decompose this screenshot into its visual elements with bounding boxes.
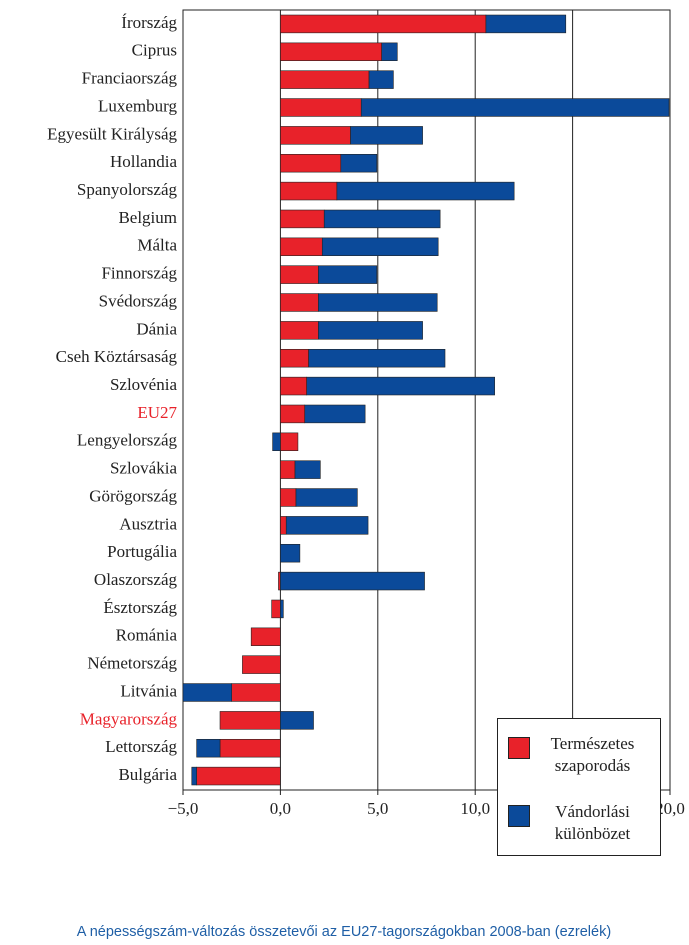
bar bbox=[280, 460, 296, 479]
bar bbox=[350, 126, 423, 145]
bar bbox=[280, 376, 307, 396]
bar bbox=[250, 627, 281, 646]
bar bbox=[280, 599, 284, 619]
y-tick-label: EU27 bbox=[137, 403, 177, 422]
bar bbox=[280, 404, 306, 424]
y-tick-label: Portugália bbox=[107, 542, 177, 561]
bar bbox=[219, 738, 281, 758]
y-tick-label: Németország bbox=[87, 654, 177, 673]
bar bbox=[336, 181, 515, 201]
bar bbox=[280, 154, 342, 173]
bar bbox=[196, 766, 281, 786]
y-tick-label: Bulgária bbox=[118, 765, 177, 784]
legend-swatch bbox=[508, 737, 530, 759]
y-tick-label: Magyarország bbox=[80, 709, 178, 728]
bar bbox=[308, 348, 446, 368]
bar bbox=[272, 432, 281, 452]
y-tick-label: Ciprus bbox=[132, 41, 177, 60]
legend-label: Vándorlási különbözet bbox=[554, 802, 631, 843]
y-tick-label: Írország bbox=[121, 13, 177, 32]
bar bbox=[280, 321, 319, 340]
y-tick-label: Egyesült Királyság bbox=[47, 124, 177, 143]
y-tick-label: Hollandia bbox=[110, 152, 177, 171]
bar bbox=[321, 237, 439, 257]
y-tick-label: Észtország bbox=[103, 598, 177, 617]
x-tick-label: 10,0 bbox=[460, 799, 490, 818]
x-tick-label: 0,0 bbox=[270, 799, 291, 818]
bar bbox=[280, 209, 325, 229]
y-tick-label: Románia bbox=[116, 626, 178, 645]
chart-title: A népességszám-változás összetevői az EU… bbox=[77, 924, 611, 940]
bar bbox=[280, 293, 319, 312]
bar bbox=[280, 98, 362, 117]
bar bbox=[271, 599, 281, 619]
bar bbox=[280, 543, 301, 563]
bar bbox=[196, 738, 221, 758]
bar bbox=[340, 154, 378, 173]
bar bbox=[280, 432, 299, 452]
bar bbox=[191, 766, 197, 786]
y-tick-label: Spanyolország bbox=[77, 180, 178, 199]
y-tick-label: Lettország bbox=[105, 737, 177, 756]
legend-entry: Természetes szaporodás bbox=[508, 733, 645, 777]
legend-entry: Vándorlási különbözet bbox=[508, 801, 645, 845]
y-tick-label: Görögország bbox=[89, 486, 177, 505]
x-tick-label: −5,0 bbox=[168, 799, 199, 818]
bar bbox=[280, 516, 287, 535]
bar bbox=[323, 209, 441, 229]
bar bbox=[231, 683, 281, 702]
y-tick-label: Ausztria bbox=[119, 514, 177, 533]
bar bbox=[280, 488, 297, 507]
y-tick-label: Franciaország bbox=[82, 69, 178, 88]
bar bbox=[242, 655, 281, 674]
y-tick-label: Szlovénia bbox=[110, 375, 177, 394]
bar bbox=[280, 126, 351, 145]
bar bbox=[280, 42, 382, 62]
x-tick-label: 5,0 bbox=[367, 799, 388, 818]
y-tick-label: Olaszország bbox=[94, 570, 178, 589]
bar bbox=[182, 683, 233, 702]
bar bbox=[280, 14, 487, 34]
bar bbox=[280, 711, 314, 730]
y-tick-label: Svédország bbox=[99, 291, 178, 310]
y-tick-label: Málta bbox=[137, 236, 177, 255]
legend: Természetes szaporodás Vándorlási különbö… bbox=[497, 718, 661, 856]
bar bbox=[280, 265, 319, 284]
bar bbox=[318, 293, 438, 312]
bar bbox=[485, 14, 567, 34]
x-tick-label: 20,0 bbox=[655, 799, 685, 818]
bar bbox=[280, 348, 309, 368]
bar bbox=[306, 376, 495, 396]
y-tick-label: Luxemburg bbox=[98, 96, 178, 115]
bar bbox=[368, 70, 394, 89]
bar bbox=[360, 98, 670, 117]
y-tick-label: Cseh Köztársaság bbox=[56, 347, 178, 366]
y-tick-label: Litvánia bbox=[120, 681, 177, 700]
bar bbox=[280, 181, 338, 201]
bar bbox=[304, 404, 366, 424]
bar bbox=[318, 265, 378, 284]
bar bbox=[280, 237, 323, 257]
bar bbox=[285, 516, 369, 535]
legend-swatch bbox=[508, 805, 530, 827]
bar bbox=[280, 70, 370, 89]
y-tick-label: Belgium bbox=[118, 208, 177, 227]
y-tick-label: Lengyelország bbox=[77, 431, 178, 450]
legend-label: Természetes szaporodás bbox=[550, 734, 635, 775]
plot-frame bbox=[182, 9, 671, 791]
bar bbox=[219, 711, 281, 730]
y-tick-label: Dánia bbox=[136, 319, 177, 338]
y-tick-label: Finnország bbox=[101, 264, 177, 283]
bar bbox=[294, 460, 321, 479]
bar bbox=[295, 488, 358, 507]
bar bbox=[381, 42, 398, 62]
y-tick-label: Szlovákia bbox=[110, 459, 177, 478]
bar bbox=[280, 571, 425, 591]
bar bbox=[318, 321, 423, 340]
